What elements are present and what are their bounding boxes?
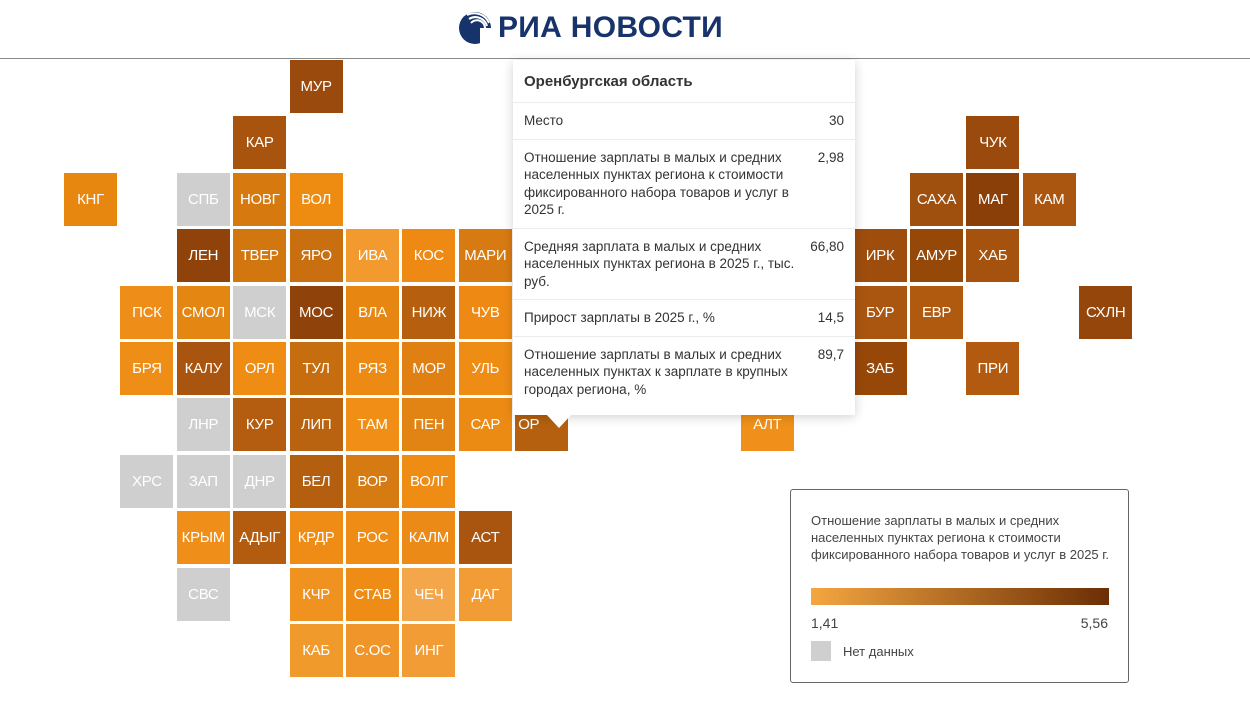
region-tile[interactable]: КАЛМ [402, 511, 456, 565]
nodata-label: Нет данных [843, 644, 914, 659]
region-tooltip: Оренбургская область Место 30 Отношение за… [513, 60, 855, 415]
header: РИА НОВОСТИ [0, 0, 1250, 59]
region-tile[interactable]: ЛНР [176, 398, 230, 452]
region-tile[interactable]: ИНГ [402, 624, 456, 677]
region-tile[interactable]: СМОЛ [176, 285, 230, 339]
legend-min: 1,41 [811, 615, 839, 631]
region-tile[interactable]: КОС [402, 229, 456, 283]
region-tile[interactable]: С.ОС [346, 624, 399, 677]
region-tile[interactable]: ЕВР [910, 285, 963, 339]
region-tile[interactable]: ХРС [120, 454, 174, 508]
tooltip-row: Отношение зарплаты в малых и средних нас… [513, 337, 855, 408]
brand-name: РИА НОВОСТИ [498, 11, 723, 44]
region-tile[interactable]: МСК [233, 285, 287, 339]
region-tile[interactable]: КРДР [289, 511, 343, 565]
region-tile[interactable]: САХА [910, 172, 963, 226]
region-tile[interactable]: ЗАП [176, 454, 230, 508]
tooltip-row-value: 14,5 [817, 310, 844, 325]
region-tile[interactable]: МОР [402, 342, 456, 395]
region-tile[interactable]: МАРИ [458, 229, 512, 283]
region-tile[interactable]: АДЫГ [233, 511, 287, 565]
region-tile[interactable]: ЧУВ [458, 285, 512, 339]
tooltip-row-label: Прирост зарплаты в 2025 г., % [524, 310, 715, 325]
legend: Отношение зарплаты в малых и средних нас… [790, 489, 1129, 683]
region-tile[interactable]: ДНР [233, 454, 287, 508]
region-tile[interactable]: ТВЕР [233, 229, 287, 283]
region-tile[interactable]: ИРК [853, 229, 907, 283]
tooltip-row-value: 66,80 [810, 238, 844, 254]
region-tile[interactable]: НОВГ [233, 172, 287, 226]
region-tile[interactable]: ЛЕН [176, 229, 230, 283]
region-tile[interactable]: ИВА [346, 229, 399, 283]
region-tile[interactable]: БЕЛ [289, 454, 343, 508]
legend-title: Отношение зарплаты в малых и средних нас… [811, 513, 1110, 562]
region-tile[interactable]: КЧР [289, 567, 343, 621]
tooltip-row-label: Отношение зарплаты в малых и средних нас… [524, 346, 788, 397]
tooltip-row-label: Место [524, 113, 564, 128]
region-tile[interactable]: БУР [853, 285, 907, 339]
region-tile[interactable]: КАМ [1022, 172, 1076, 226]
tooltip-arrow [546, 414, 572, 428]
region-tile[interactable]: ЛИП [289, 398, 343, 452]
tooltip-title: Оренбургская область [513, 60, 855, 103]
region-tile[interactable]: УЛЬ [458, 342, 512, 395]
region-tile[interactable]: ОРЛ [233, 342, 287, 395]
region-tile[interactable]: ВЛА [346, 285, 399, 339]
region-tile[interactable]: АМУР [910, 229, 963, 283]
region-tile[interactable]: СТАВ [346, 567, 399, 621]
region-tile[interactable]: РЯЗ [346, 342, 399, 395]
region-tile[interactable]: САР [458, 398, 512, 452]
region-tile[interactable]: СХЛН [1079, 285, 1133, 339]
tooltip-row-value: 89,7 [817, 346, 844, 362]
region-tile[interactable]: ВОЛГ [402, 454, 456, 508]
region-tile[interactable]: ПСК [120, 285, 174, 339]
region-tile[interactable]: ЯРО [289, 229, 343, 283]
region-tile[interactable]: ЧЕЧ [402, 567, 456, 621]
region-tile[interactable]: ВОЛ [289, 172, 343, 226]
region-tile[interactable]: АСТ [458, 511, 512, 565]
tooltip-row-label: Средняя зарплата в малых и средних насел… [524, 238, 795, 289]
region-tile[interactable]: ПРИ [966, 342, 1020, 395]
tooltip-row: Средняя зарплата в малых и средних насел… [513, 229, 855, 300]
ria-globe-icon [459, 12, 492, 45]
region-tile[interactable]: ЧУК [966, 116, 1020, 170]
region-tile[interactable]: РОС [346, 511, 399, 565]
tooltip-row-value: 2,98 [817, 149, 844, 165]
region-tile[interactable]: СВС [176, 567, 230, 621]
tooltip-row: Отношение зарплаты в малых и средних нас… [513, 140, 855, 229]
legend-max: 5,56 [1080, 615, 1108, 631]
region-tile[interactable]: КРЫМ [176, 511, 230, 565]
region-tile[interactable]: НИЖ [402, 285, 456, 339]
region-tile[interactable]: ТУЛ [289, 342, 343, 395]
tooltip-row-value: 30 [828, 113, 844, 128]
region-tile[interactable]: БРЯ [120, 342, 174, 395]
ria-logo[interactable]: РИА НОВОСТИ [458, 10, 723, 46]
region-tile[interactable]: ДАГ [458, 567, 512, 621]
region-tile[interactable]: ВОР [346, 454, 399, 508]
region-tile[interactable]: ХАБ [966, 229, 1020, 283]
region-tile[interactable]: МОС [289, 285, 343, 339]
region-tile[interactable]: ПЕН [402, 398, 456, 452]
region-tile[interactable]: КАР [233, 116, 287, 170]
region-tile[interactable]: МУР [289, 60, 343, 113]
region-tile[interactable]: КАЛУ [176, 342, 230, 395]
region-tile[interactable]: МАГ [966, 172, 1020, 226]
region-tile[interactable]: КАБ [289, 624, 343, 677]
region-tile[interactable]: ТАМ [346, 398, 399, 452]
tooltip-row-label: Отношение зарплаты в малых и средних нас… [524, 149, 789, 218]
region-tile[interactable]: КУР [233, 398, 287, 452]
legend-gradient-bar [811, 588, 1109, 605]
tooltip-row: Место 30 [513, 103, 855, 140]
region-tile[interactable]: КНГ [64, 172, 117, 226]
region-tile[interactable]: СПБ [176, 172, 230, 226]
tooltip-row: Прирост зарплаты в 2025 г., % 14,5 [513, 300, 855, 337]
region-tile[interactable]: ЗАБ [853, 342, 907, 395]
nodata-swatch [811, 641, 831, 661]
